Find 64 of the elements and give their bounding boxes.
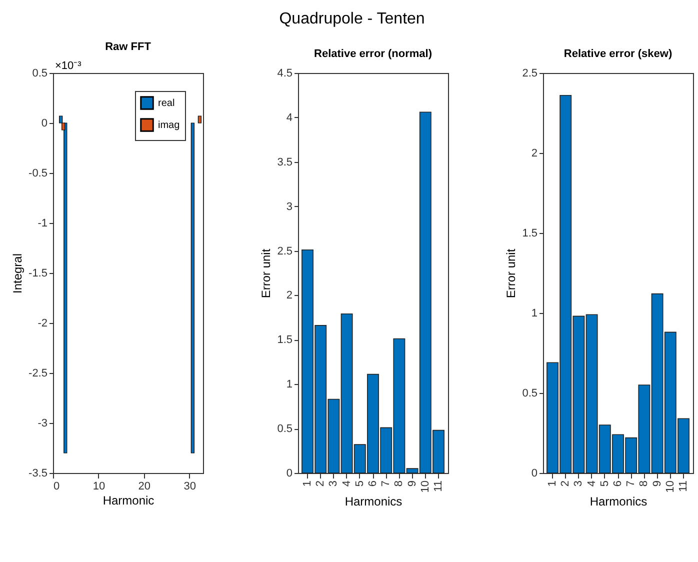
x-tick-label: 1 — [302, 480, 314, 487]
x-tick-label: 10 — [419, 480, 432, 493]
x-axis-title: Harmonics — [344, 494, 402, 509]
y-tick-label: 4 — [286, 112, 292, 124]
y-axis-title: Error unit — [259, 248, 274, 298]
chart-title: Raw FFT — [105, 41, 152, 53]
y-tick-label: 0.5 — [522, 388, 538, 400]
x-tick-label: 9 — [406, 480, 418, 487]
x-tick-label: 9 — [651, 480, 664, 487]
y-tick-label: 2 — [531, 148, 538, 160]
y-tick-label: 4.5 — [277, 68, 292, 80]
x-tick-label: 30 — [184, 480, 196, 492]
y-axis-title: Integral — [10, 253, 25, 294]
x-tick-label: 0 — [54, 480, 60, 492]
y-tick-label: 0 — [531, 468, 538, 480]
x-axis-title: Harmonic — [102, 494, 154, 508]
x-tick-label: 20 — [138, 480, 151, 492]
x-tick-label: 6 — [367, 480, 379, 487]
x-tick-label: 3 — [328, 480, 340, 487]
x-tick-label: 4 — [586, 480, 598, 487]
x-tick-label: 3 — [572, 480, 585, 487]
x-tick-label: 4 — [340, 480, 353, 487]
y-tick-label: 1.5 — [277, 334, 292, 346]
x-tick-label: 1 — [546, 480, 558, 487]
text: Quadrupole - Tenten — [279, 10, 425, 28]
chart-title: Relative error (skew) — [564, 48, 672, 60]
chart-title: Relative error (normal) — [314, 48, 432, 60]
x-tick-label: 8 — [393, 480, 406, 487]
y-tick-label: 1.5 — [522, 228, 538, 240]
y-tick-label: 0 — [41, 118, 48, 130]
x-tick-label: 7 — [625, 480, 638, 487]
y-tick-label: -2 — [38, 318, 48, 330]
y-tick-label: 2 — [286, 290, 292, 302]
x-tick-label: 8 — [638, 480, 650, 487]
x-tick-label: 5 — [598, 480, 611, 487]
x-tick-label: 11 — [432, 480, 444, 492]
x-tick-label: 7 — [380, 480, 392, 487]
legend-label: real — [158, 98, 175, 109]
x-tick-label: 6 — [612, 480, 624, 487]
x-tick-label: 10 — [92, 480, 106, 492]
x-tick-label: 5 — [354, 480, 366, 487]
x-tick-label: 10 — [664, 480, 676, 493]
y-tick-label: -0.5 — [28, 168, 48, 180]
legend-label: imag — [158, 120, 180, 131]
x-tick-label: 11 — [678, 480, 690, 492]
y-tick-label: 2.5 — [277, 245, 292, 258]
y-tick-label: 2.5 — [522, 68, 538, 80]
y-tick-label: 0.5 — [277, 423, 292, 436]
y-tick-label: 1 — [531, 308, 538, 320]
x-axis-title: Harmonics — [590, 494, 648, 509]
y-tick-label: -3.5 — [28, 468, 48, 480]
y-tick-label: -1.5 — [28, 268, 48, 280]
y-tick-label: -1 — [38, 218, 48, 230]
y-tick-label: 3 — [286, 200, 292, 213]
x-tick-label: 2 — [560, 480, 572, 487]
y-tick-label: 1 — [286, 378, 292, 391]
text: ×10⁻³ — [55, 60, 82, 72]
y-tick-label: -3 — [38, 418, 48, 430]
y-tick-label: 0.5 — [32, 68, 48, 80]
y-axis-title: Error unit — [504, 248, 518, 298]
y-tick-label: -2.5 — [28, 368, 48, 380]
y-tick-label: 3.5 — [277, 156, 292, 168]
y-tick-label: 0 — [286, 468, 292, 480]
x-tick-label: 2 — [314, 480, 327, 487]
